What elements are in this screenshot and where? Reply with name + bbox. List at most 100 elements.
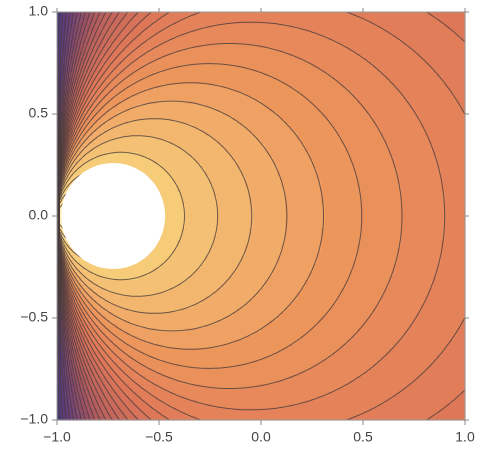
contour-band (185, 44, 190, 49)
contour-band (177, 280, 182, 285)
contour-band (121, 336, 126, 341)
contour-band (149, 84, 154, 89)
contour-band (221, 264, 226, 269)
contour-band (93, 372, 98, 377)
contour-band (225, 68, 230, 73)
contour-band (77, 256, 82, 261)
contour-band (77, 28, 82, 33)
contour-band (241, 96, 246, 101)
contour-band (225, 392, 230, 397)
contour-band (201, 412, 206, 417)
contour-band (57, 388, 62, 393)
contour-band (177, 408, 182, 413)
contour-band (89, 304, 94, 309)
contour-band (113, 348, 118, 353)
contour-band (201, 372, 206, 377)
contour-band (173, 224, 178, 229)
contour-band (101, 352, 106, 357)
contour-band (77, 280, 82, 285)
contour-band (153, 80, 158, 85)
contour-band (225, 312, 230, 317)
contour-band (249, 32, 254, 37)
contour-band (73, 84, 78, 89)
contour-band (165, 40, 170, 45)
contour-band (225, 236, 230, 241)
contour-band (233, 296, 238, 301)
contour-band (245, 136, 250, 141)
contour-band (217, 328, 222, 333)
contour-band (201, 236, 206, 241)
contour-band (145, 36, 150, 41)
contour-band (193, 80, 198, 85)
contour-band (89, 56, 94, 61)
contour-band (145, 296, 150, 301)
contour-band (157, 296, 162, 301)
contour-band (249, 40, 254, 45)
contour-band (93, 340, 98, 345)
contour-band (205, 220, 210, 225)
contour-band (249, 136, 254, 141)
contour-band (61, 416, 66, 421)
contour-band (149, 360, 154, 365)
contour-band (61, 80, 66, 85)
contour-band (225, 100, 230, 105)
contour-band (137, 112, 142, 117)
contour-band (149, 88, 154, 93)
contour-band (185, 224, 190, 229)
contour-band (121, 300, 126, 305)
contour-band (169, 120, 174, 125)
contour-band (109, 404, 114, 409)
contour-band (177, 356, 182, 361)
contour-band (117, 368, 122, 373)
contour-band (121, 308, 126, 313)
contour-band (141, 364, 146, 369)
contour-band (141, 136, 146, 141)
contour-band (241, 36, 246, 41)
contour-band (213, 16, 218, 21)
contour-band (125, 80, 130, 85)
contour-band (193, 404, 198, 409)
contour-band (221, 40, 226, 45)
contour-band (145, 356, 150, 361)
contour-band (125, 416, 130, 421)
contour-band (125, 372, 130, 377)
contour-band (237, 208, 242, 213)
contour-band (153, 284, 158, 289)
contour-band (193, 272, 198, 277)
contour-band (201, 164, 206, 169)
contour-band (137, 280, 142, 285)
contour-band (157, 20, 162, 25)
contour-band (185, 64, 190, 69)
contour-band (169, 20, 174, 25)
contour-band (189, 356, 194, 361)
contour-band (149, 256, 154, 261)
contour-band (57, 384, 62, 389)
contour-band (129, 68, 134, 73)
contour-band (129, 124, 134, 129)
contour-band (173, 372, 178, 377)
contour-band (101, 276, 106, 281)
contour-band (133, 416, 138, 421)
contour-band (57, 328, 62, 333)
contour-band (109, 312, 114, 317)
contour-band (81, 316, 86, 321)
contour-band (217, 36, 222, 41)
contour-band (177, 96, 182, 101)
contour-band (157, 308, 162, 313)
contour-band (225, 292, 230, 297)
contour-band (69, 60, 74, 65)
contour-band (177, 300, 182, 305)
contour-band (153, 364, 158, 369)
contour-band (217, 256, 222, 261)
contour-band (73, 400, 78, 405)
contour-band (213, 396, 218, 401)
contour-band (109, 108, 114, 113)
contour-band (109, 76, 114, 81)
contour-band (205, 148, 210, 153)
contour-band (221, 268, 226, 273)
contour-band (149, 104, 154, 109)
contour-band (97, 336, 102, 341)
contour-band (209, 72, 214, 77)
contour-band (193, 20, 198, 25)
contour-band (149, 316, 154, 321)
